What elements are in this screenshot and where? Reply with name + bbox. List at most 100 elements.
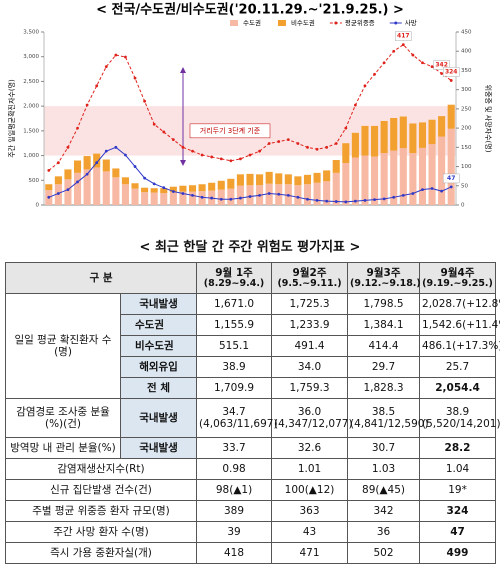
data-label-box bbox=[395, 31, 412, 41]
line-point bbox=[219, 157, 223, 161]
bar-segment bbox=[399, 116, 407, 149]
row-sublabel: 전 체 bbox=[119, 377, 198, 399]
bar-segment bbox=[275, 173, 283, 185]
line-point bbox=[286, 138, 290, 142]
cell: 100(▲12) bbox=[271, 479, 349, 501]
line-point bbox=[363, 84, 367, 88]
y-tick-label: 1,500 bbox=[23, 128, 39, 134]
y-tick-label: 2,000 bbox=[23, 104, 39, 110]
line-point bbox=[85, 103, 89, 107]
cell: 38.9 (5,520/14,201) bbox=[419, 398, 500, 438]
bar-segment bbox=[45, 184, 53, 191]
cell: 471 bbox=[271, 542, 349, 564]
bar-segment bbox=[169, 186, 177, 193]
row-label: 즉시 가용 중환자실(개) bbox=[4, 542, 198, 564]
line-point bbox=[133, 76, 137, 80]
bar-segment bbox=[73, 172, 82, 205]
line-point bbox=[162, 186, 166, 190]
cell: 43 bbox=[271, 521, 349, 543]
cell: 19* bbox=[419, 479, 497, 501]
legend-label: 비수도권 bbox=[291, 18, 315, 27]
week-range: (8.29~9.4.) bbox=[203, 277, 265, 289]
bar-segment bbox=[428, 144, 436, 205]
line-point bbox=[56, 192, 60, 195]
data-label: 342 bbox=[435, 62, 448, 69]
line-point bbox=[440, 72, 444, 75]
cell: 32.6 bbox=[271, 437, 349, 459]
line-point bbox=[411, 53, 415, 57]
row-label: 감염재생산지수(Rt) bbox=[4, 458, 198, 480]
line-point bbox=[373, 72, 376, 76]
line-point bbox=[47, 169, 51, 172]
data-label: 324 bbox=[445, 68, 458, 75]
week-range: (9.19.~9.25.) bbox=[422, 277, 493, 289]
bar-segment bbox=[313, 182, 321, 205]
cell: 1.01 bbox=[271, 458, 349, 480]
table-row: 해외유입 38.9 34.0 29.7 25.7 bbox=[6, 356, 497, 378]
bar-segment bbox=[227, 178, 235, 189]
cell: 363 bbox=[271, 500, 349, 522]
bar-segment bbox=[141, 192, 149, 205]
cell: 1,542.6(+11.4%) bbox=[419, 314, 500, 336]
line-point bbox=[411, 192, 415, 195]
line-point bbox=[200, 153, 204, 157]
legend-swatch-dot bbox=[394, 21, 398, 25]
table-row: 감염경로 조사중 분율(%)(건) 국내발생 34.7 (4,063/11,697) 3… bbox=[5, 398, 500, 438]
line-point bbox=[152, 182, 156, 186]
bar-segment bbox=[351, 157, 359, 205]
y-tick-label: 0 bbox=[36, 203, 40, 209]
bar-segment bbox=[102, 159, 110, 172]
y2-tick-label: 100 bbox=[461, 164, 472, 170]
bar-segment bbox=[217, 180, 225, 190]
line-point bbox=[66, 145, 70, 149]
data-label: 417 bbox=[397, 33, 410, 40]
line-point bbox=[449, 79, 453, 82]
row-sublabel: 국내발생 bbox=[119, 398, 198, 438]
bar-segment bbox=[198, 184, 206, 192]
line-point bbox=[267, 142, 271, 145]
line-point bbox=[171, 138, 175, 142]
row-sublabel: 비수도권 bbox=[119, 335, 198, 357]
line-point bbox=[191, 149, 194, 153]
bar-segment bbox=[390, 150, 398, 205]
cell: 1,155.9 bbox=[196, 314, 273, 336]
cell: 502 bbox=[347, 542, 421, 564]
cell: 2,028.7(+12.8%) bbox=[419, 293, 500, 315]
bar-segment bbox=[323, 181, 331, 205]
line-point bbox=[143, 176, 147, 180]
bar-segment bbox=[418, 122, 427, 148]
cell: 342 bbox=[347, 500, 421, 522]
line-point bbox=[47, 195, 51, 199]
line-point bbox=[210, 196, 214, 200]
line-point bbox=[248, 195, 252, 198]
line-point bbox=[277, 140, 281, 143]
bar-segment bbox=[361, 155, 369, 205]
y2-tick-label: 150 bbox=[461, 145, 472, 151]
bar-segment bbox=[409, 153, 417, 205]
bar-segment bbox=[438, 116, 446, 137]
line-point bbox=[306, 197, 309, 201]
bar-segment bbox=[313, 172, 321, 183]
y-tick-label: 1,000 bbox=[23, 153, 39, 159]
cell: 89(▲45) bbox=[347, 479, 421, 501]
bar-segment bbox=[160, 193, 168, 205]
bar-segment bbox=[418, 147, 427, 205]
table-head: 구 분 9월 1주 (8.29~9.4.) 9월2주 (9.5.~9.11.) 9월3주(… bbox=[4, 262, 497, 294]
line-point bbox=[392, 49, 396, 53]
line-point bbox=[200, 195, 204, 199]
bar-segment bbox=[208, 182, 216, 191]
line-point bbox=[76, 126, 79, 130]
bar-segment bbox=[371, 125, 379, 157]
row-sublabel: 수도권 bbox=[119, 314, 198, 336]
legend-swatch-dot bbox=[334, 21, 338, 25]
data-label-box bbox=[433, 60, 450, 70]
header-week: 9월4주 (9.19.~9.25.) bbox=[419, 262, 497, 294]
y-axis-title: 주간 일일평균확진자수(명) bbox=[7, 79, 16, 158]
y2-tick-label: 450 bbox=[461, 30, 472, 36]
line-point bbox=[95, 84, 99, 88]
bar-segment bbox=[141, 187, 149, 193]
bar-segment bbox=[323, 170, 331, 182]
cell-rate: 36.0 bbox=[297, 405, 322, 418]
